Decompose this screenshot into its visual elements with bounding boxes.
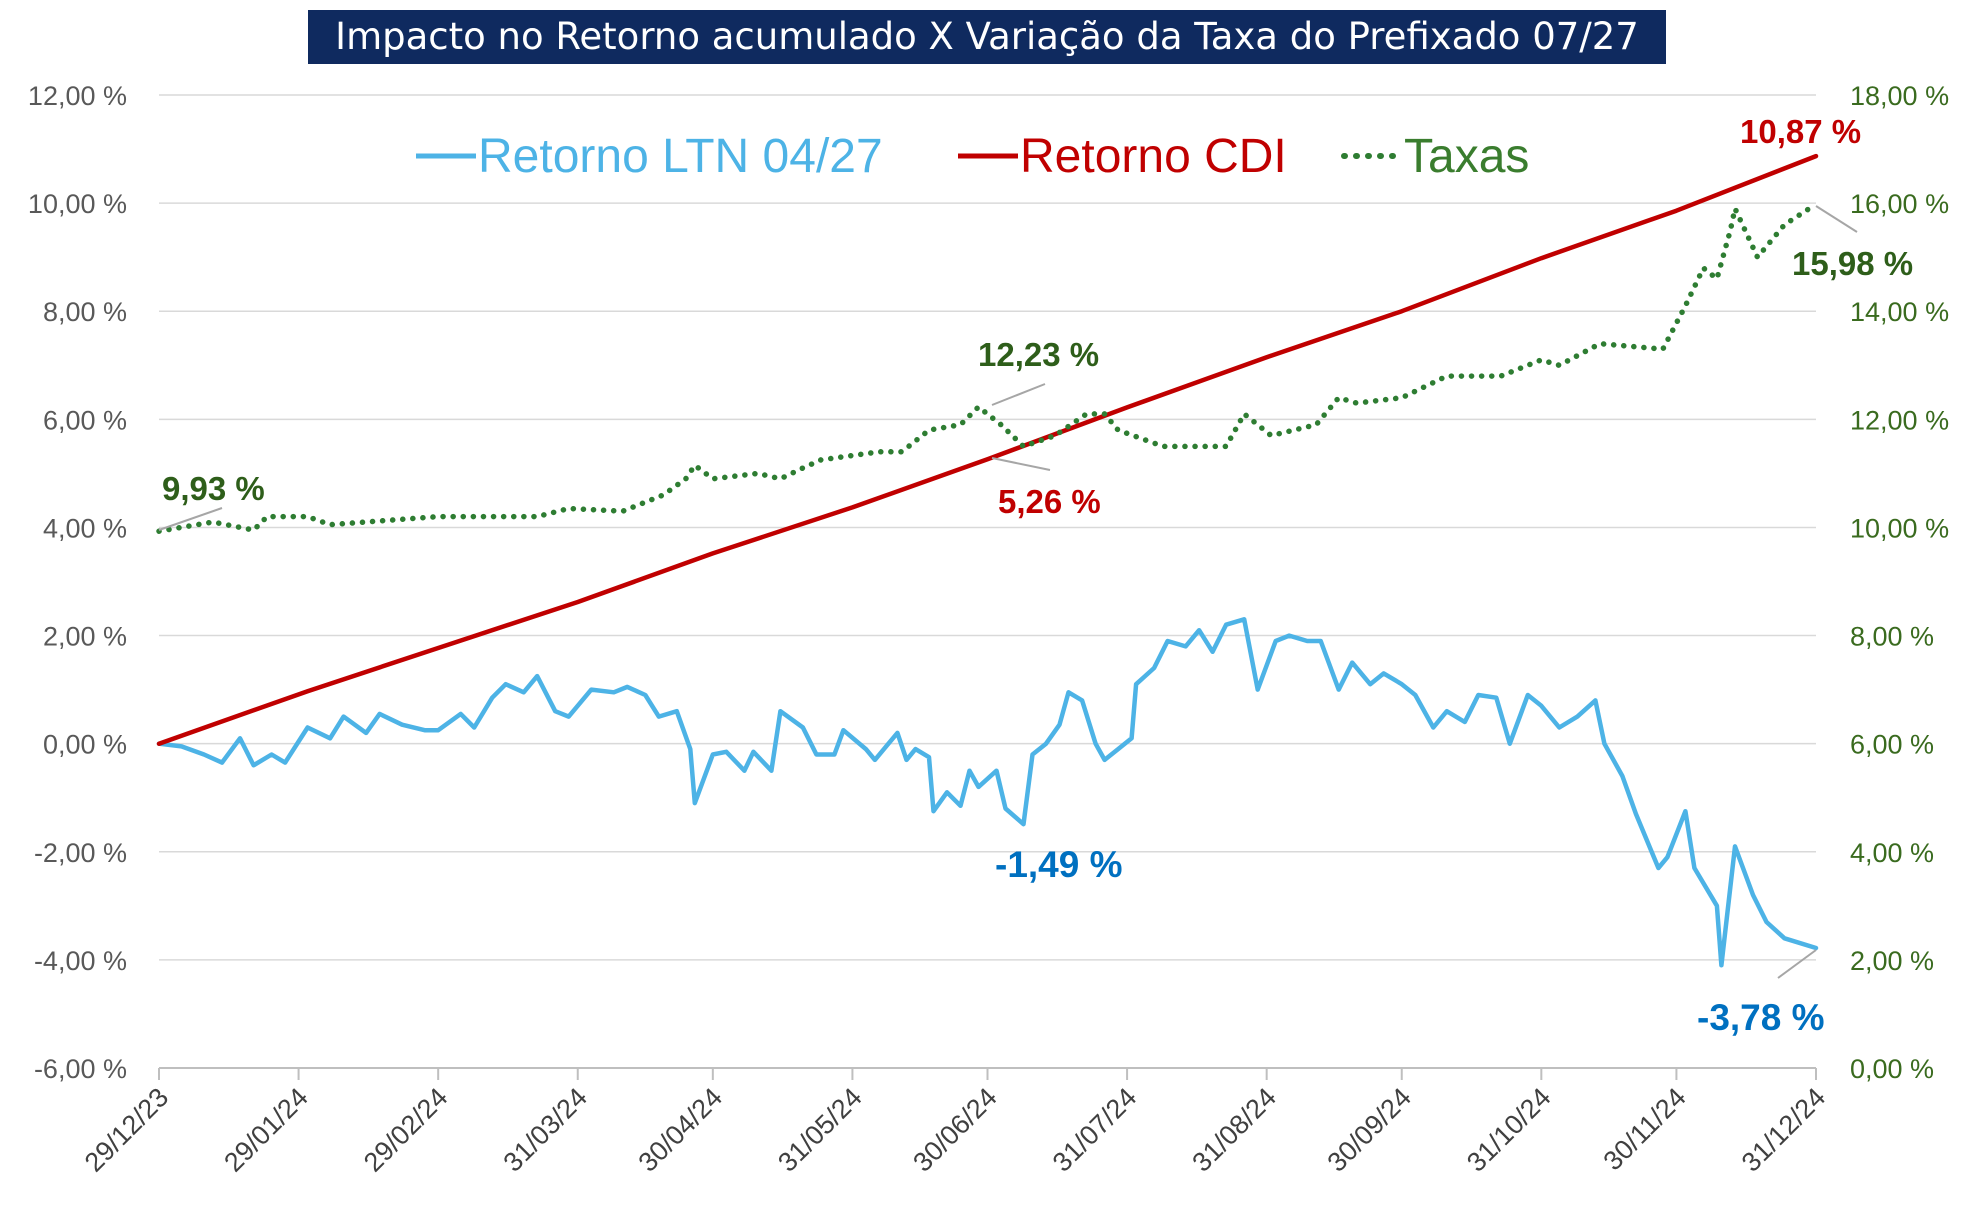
x-tick-label: 29/02/24 — [358, 1082, 454, 1178]
left-tick-label: 8,00 % — [43, 297, 127, 327]
series-layer — [156, 153, 1819, 968]
left-tick-label: -4,00 % — [34, 946, 127, 976]
left-tick-label: -2,00 % — [34, 838, 127, 868]
x-tick: 30/06/24 — [907, 1082, 1003, 1178]
legend-label-cdi: Retorno CDI — [1020, 130, 1287, 183]
x-tick-label: 29/01/24 — [218, 1082, 314, 1178]
x-tick-label: 31/07/24 — [1047, 1082, 1143, 1178]
left-tick-label: 6,00 % — [43, 405, 127, 435]
legend-label-ltn: Retorno LTN 04/27 — [478, 130, 883, 183]
x-tick: 31/10/24 — [1461, 1082, 1557, 1178]
left-tick-label: 2,00 % — [43, 622, 127, 652]
annotation-leaders — [158, 205, 1858, 979]
left-y-axis: 12,00 % 10,00 % 8,00 % 6,00 % 4,00 % 2,00 % 0,… — [28, 81, 127, 1084]
annotation-leader-line — [991, 457, 1051, 471]
right-tick-label: 0,00 % — [1850, 1054, 1934, 1084]
left-tick-label: -6,00 % — [34, 1054, 127, 1084]
x-tick: 29/12/23 — [79, 1082, 175, 1178]
x-tick-label: 31/03/24 — [497, 1082, 593, 1178]
gridlines — [159, 94, 1816, 961]
x-tick: 31/08/24 — [1186, 1082, 1282, 1178]
x-tick-label: 30/06/24 — [907, 1082, 1003, 1178]
callout-cdi-mid: 5,26 % — [998, 483, 1101, 520]
ltn-series-line — [156, 617, 1819, 968]
x-tick-label: 31/10/24 — [1461, 1082, 1557, 1178]
x-tick: 30/04/24 — [633, 1082, 729, 1178]
x-tick: 31/07/24 — [1047, 1082, 1143, 1178]
x-tick: 30/09/24 — [1321, 1082, 1417, 1178]
left-tick-label: 10,00 % — [28, 189, 127, 219]
right-tick-label: 4,00 % — [1850, 838, 1934, 868]
right-tick-label: 16,00 % — [1850, 189, 1949, 219]
callout-taxas-start: 9,93 % — [162, 470, 265, 507]
annotation-leader-line — [158, 507, 223, 531]
right-tick-label: 10,00 % — [1850, 513, 1949, 543]
callout-cdi-end: 10,87 % — [1740, 113, 1861, 150]
legend-label-taxas: Taxas — [1404, 130, 1529, 183]
cdi-series-line — [156, 153, 1819, 746]
x-tick-label: 30/04/24 — [633, 1082, 729, 1178]
right-tick-label: 12,00 % — [1850, 405, 1949, 435]
chart-title: Impacto no Retorno acumulado X Variação … — [308, 10, 1666, 64]
x-tick-label: 31/05/24 — [772, 1082, 868, 1178]
annotation-leader-line — [1777, 949, 1817, 979]
right-y-axis: 18,00 % 16,00 % 14,00 % 12,00 % 10,00 % 8,00 … — [1850, 81, 1949, 1084]
x-tick-label: 29/12/23 — [79, 1082, 175, 1178]
x-axis: 29/12/23 29/01/24 29/02/24 31/03/24 30/04/24… — [79, 1067, 1832, 1178]
callout-taxas-end: 15,98 % — [1792, 245, 1913, 282]
right-tick-label: 6,00 % — [1850, 730, 1934, 760]
left-tick-label: 0,00 % — [43, 730, 127, 760]
x-tick: 29/02/24 — [358, 1082, 454, 1178]
x-tick: 30/11/24 — [1598, 1082, 1692, 1176]
taxas-series-line — [156, 201, 1819, 534]
callout-ltn-end: -3,78 % — [1697, 997, 1825, 1038]
right-tick-label: 8,00 % — [1850, 622, 1934, 652]
x-tick: 31/03/24 — [497, 1082, 593, 1178]
x-tick: 31/05/24 — [772, 1082, 868, 1178]
x-tick-label: 30/09/24 — [1321, 1082, 1417, 1178]
x-tick-label: 31/12/24 — [1736, 1082, 1832, 1178]
left-tick-label: 12,00 % — [28, 81, 127, 111]
callouts: 9,93 % 12,23 % 15,98 % 5,26 % 10,87 % -1… — [162, 113, 1913, 1038]
x-tick-label: 31/08/24 — [1186, 1082, 1282, 1178]
x-tick: 31/12/24 — [1736, 1082, 1832, 1178]
annotation-leader-line — [1815, 205, 1858, 233]
legend: Retorno LTN 04/27 Retorno CDI Taxas — [416, 130, 1529, 183]
right-tick-label: 18,00 % — [1850, 81, 1949, 111]
annotation-leader-line — [991, 383, 1046, 406]
x-tick: 29/01/24 — [218, 1082, 314, 1178]
right-tick-label: 2,00 % — [1850, 946, 1934, 976]
x-tick-label: 30/11/24 — [1598, 1082, 1692, 1176]
callout-taxas-mid: 12,23 % — [978, 336, 1099, 373]
right-tick-label: 14,00 % — [1850, 297, 1949, 327]
left-tick-label: 4,00 % — [43, 513, 127, 543]
callout-ltn-mid: -1,49 % — [995, 844, 1123, 885]
